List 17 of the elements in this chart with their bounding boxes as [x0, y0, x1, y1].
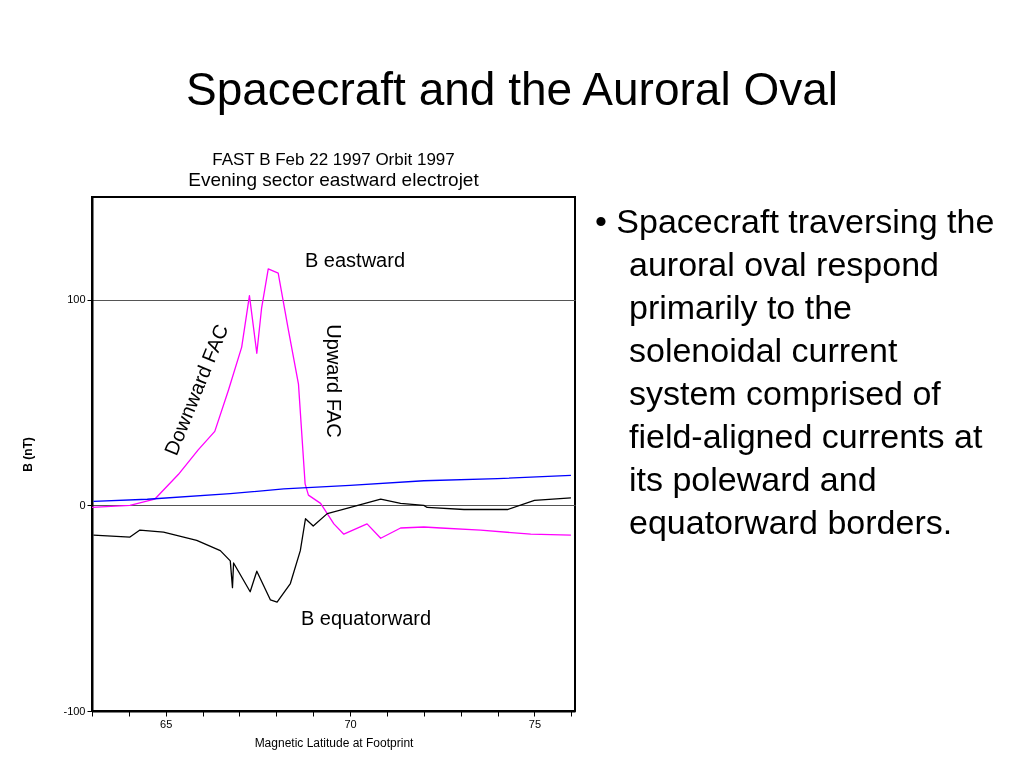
x-tick-label: 75: [528, 717, 542, 730]
line-series: [91, 268, 572, 539]
x-tick-label: 70: [344, 717, 357, 730]
text: Evening sector eastward electrojet: [188, 169, 480, 190]
annotation: B eastward: [304, 249, 406, 271]
annotation: B equatorward: [300, 607, 432, 629]
x-axis-title: Magnetic Latitude at Footprint: [254, 735, 415, 750]
annotation: Upward FAC: [323, 324, 345, 438]
chart-subtitle: FAST B Feb 22 1997 Orbit 1997: [212, 150, 455, 169]
y-tick-label: -100: [63, 704, 86, 717]
chart-title: Spacecraft and the Auroral Oval: [184, 62, 839, 116]
y-tick-label: 0: [79, 498, 86, 511]
x-tick-label: 65: [160, 717, 173, 730]
line-series: [92, 474, 572, 502]
y-tick-label: 100: [67, 293, 86, 306]
y-axis-title: B (nT): [21, 437, 36, 472]
text: • Spacecraft traversing the auroral oval respond primarily to the solenoidal current system comprised of field-aligned currents at its poleward and equatorward borders.: [595, 201, 996, 543]
